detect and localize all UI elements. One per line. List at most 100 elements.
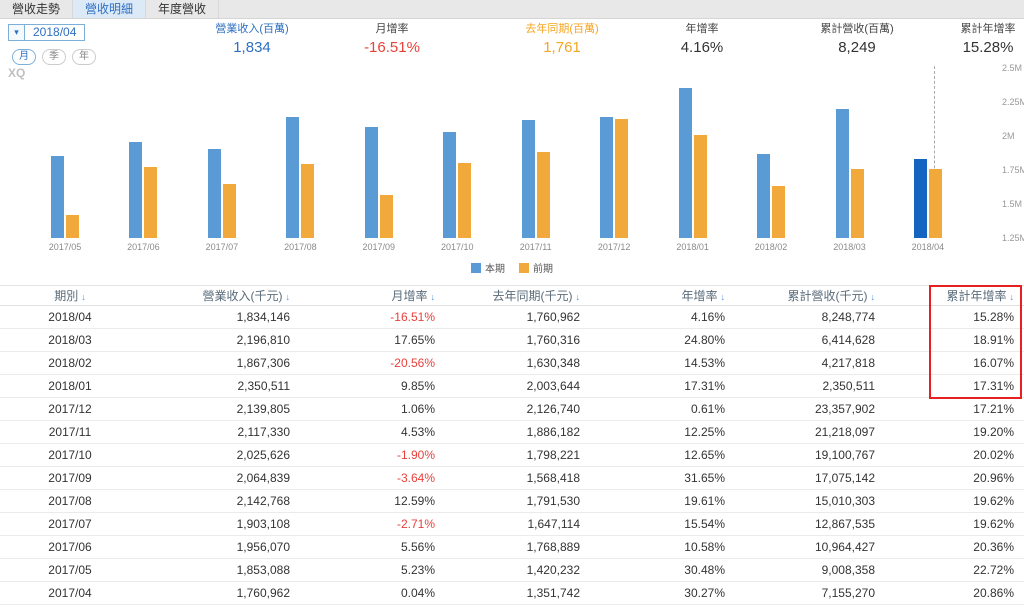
stat-last-year-label: 去年同期(百萬)	[525, 23, 599, 35]
table-cell: 18.91%	[885, 328, 1024, 352]
table-row[interactable]: 2017/11 2,117,330 4.53% 1,886,182 12.25% 21,2…	[0, 420, 1024, 444]
chart-bar[interactable]	[693, 135, 707, 238]
table-cell: 8,248,774	[735, 305, 885, 329]
column-header[interactable]: 期別 ↓	[0, 285, 140, 306]
tab-revenue-detail[interactable]: 營收明細	[73, 0, 147, 18]
table-cell: 19,100,767	[735, 443, 885, 467]
chart-bar[interactable]	[536, 151, 550, 238]
chart-bar[interactable]	[757, 154, 771, 238]
table-cell: 2017/07	[0, 512, 140, 536]
sort-icon[interactable]: ↓	[81, 292, 86, 302]
table-cell: 24.80%	[590, 328, 735, 352]
table-row[interactable]: 2017/04 1,760,962 0.04% 1,351,742 30.27% 7,15…	[0, 581, 1024, 605]
chart-bar[interactable]	[222, 184, 236, 238]
legend-label: 本期	[485, 264, 505, 275]
column-header[interactable]: 年增率 ↓	[590, 285, 735, 306]
legend-swatch	[471, 262, 481, 273]
table-row[interactable]: 2017/12 2,139,805 1.06% 2,126,740 0.61% 23,35…	[0, 397, 1024, 421]
current-period-dashed-line	[934, 66, 935, 238]
table-cell: 12,867,535	[735, 512, 885, 536]
table-row[interactable]: 2017/08 2,142,768 12.59% 1,791,530 19.61% 15,…	[0, 489, 1024, 513]
period-dropdown-value: 2018/04	[33, 25, 77, 39]
stat-last-year-same-period: 去年同期(百萬) 1,761	[482, 20, 642, 56]
table-cell: 2018/01	[0, 374, 140, 398]
table-cell: 17.31%	[590, 374, 735, 398]
table-cell: 1,886,182	[445, 420, 590, 444]
x-axis-label: 2017/09	[362, 242, 396, 252]
column-header[interactable]: 累計年增率 ↓	[885, 285, 1024, 306]
table-cell: 1,568,418	[445, 466, 590, 490]
table-cell: 7,155,270	[735, 581, 885, 605]
column-header[interactable]: 累計營收(千元) ↓	[735, 285, 885, 306]
sort-icon[interactable]: ↓	[430, 292, 436, 302]
sort-icon[interactable]: ↓	[285, 292, 291, 302]
tab-annual-revenue[interactable]: 年度營收	[146, 0, 220, 18]
table-cell: 1,867,306	[140, 351, 300, 375]
chart-bar[interactable]	[379, 194, 393, 238]
chart-bar[interactable]	[364, 127, 378, 238]
table-cell: 1,903,108	[140, 512, 300, 536]
table-row[interactable]: 2018/03 2,196,810 17.65% 1,760,316 24.80% 6,4…	[0, 328, 1024, 352]
table-row[interactable]: 2017/06 1,956,070 5.56% 1,768,889 10.58% 10,9…	[0, 535, 1024, 559]
table-cell: 5.23%	[300, 558, 445, 582]
chart-bar[interactable]	[850, 168, 864, 238]
period-dropdown[interactable]: ▾ 2018/04	[8, 24, 86, 41]
chart-bar[interactable]	[144, 167, 158, 238]
stat-cumulative-revenue: 累計營收(百萬) 8,249	[777, 20, 937, 56]
table-cell: 6,414,628	[735, 328, 885, 352]
chart-bar[interactable]	[51, 155, 64, 238]
stat-revenue-label: 營業收入(百萬)	[215, 23, 289, 35]
table-cell: 0.04%	[300, 581, 445, 605]
chart-bar[interactable]	[286, 116, 300, 238]
chart-bar[interactable]	[129, 141, 143, 238]
stat-cumulative-revenue-value: 8,249	[838, 39, 876, 56]
table-row[interactable]: 2017/09 2,064,839 -3.64% 1,568,418 31.65% 17,…	[0, 466, 1024, 490]
column-header-label: 累計年增率	[946, 289, 1007, 303]
table-cell: 2018/03	[0, 328, 140, 352]
chart-bar[interactable]	[913, 158, 927, 238]
legend-item[interactable]: 前期	[519, 260, 553, 275]
table-cell: 17,075,142	[735, 466, 885, 490]
table-cell: 2,064,839	[140, 466, 300, 490]
sort-icon[interactable]: ↓	[575, 292, 581, 302]
table-row[interactable]: 2017/05 1,853,088 5.23% 1,420,232 30.48% 9,00…	[0, 558, 1024, 582]
table-cell: 1,791,530	[445, 489, 590, 513]
table-cell: 12.65%	[590, 443, 735, 467]
table-row[interactable]: 2017/10 2,025,626 -1.90% 1,798,221 12.65% 19,…	[0, 443, 1024, 467]
table-cell: 1,853,088	[140, 558, 300, 582]
chart-bar[interactable]	[521, 120, 535, 238]
chart-bar[interactable]	[207, 149, 221, 238]
chart-bar[interactable]	[835, 109, 849, 238]
chart-bar[interactable]	[600, 116, 614, 238]
chevron-down-icon[interactable]: ▾	[9, 25, 25, 40]
granularity-quarter-button[interactable]: 季	[42, 49, 66, 65]
table-row[interactable]: 2018/04 1,834,146 -16.51% 1,760,962 4.16% 8,2…	[0, 305, 1024, 329]
column-header[interactable]: 去年同期(千元) ↓	[445, 285, 590, 306]
chart-bar[interactable]	[301, 164, 315, 238]
chart-bar[interactable]	[928, 168, 942, 238]
table-row[interactable]: 2018/02 1,867,306 -20.56% 1,630,348 14.53% 4,…	[0, 351, 1024, 375]
chart-bar[interactable]	[615, 118, 629, 238]
column-header[interactable]: 營業收入(千元) ↓	[140, 285, 300, 306]
chart-bar[interactable]	[66, 214, 79, 238]
stat-revenue-value: 1,834	[233, 39, 271, 56]
table-row[interactable]: 2017/07 1,903,108 -2.71% 1,647,114 15.54% 12,…	[0, 512, 1024, 536]
column-header[interactable]: 月增率 ↓	[300, 285, 445, 306]
granularity-month-button[interactable]: 月	[12, 49, 36, 65]
table-row[interactable]: 2018/01 2,350,511 9.85% 2,003,644 17.31% 2,35…	[0, 374, 1024, 398]
chart-bar[interactable]	[678, 88, 692, 238]
chart-bar[interactable]	[458, 163, 472, 238]
sort-icon[interactable]: ↓	[1009, 292, 1015, 302]
granularity-year-button[interactable]: 年	[72, 49, 96, 65]
table-cell: -3.64%	[300, 466, 445, 490]
legend-item[interactable]: 本期	[471, 260, 505, 275]
table-cell: -16.51%	[300, 305, 445, 329]
chart-legend: 本期 前期	[0, 260, 1024, 275]
chart-bar[interactable]	[443, 132, 457, 238]
tab-revenue-trend[interactable]: 營收走勢	[0, 0, 74, 18]
sort-icon[interactable]: ↓	[720, 292, 726, 302]
sort-icon[interactable]: ↓	[870, 292, 876, 302]
table-cell: 2018/04	[0, 305, 140, 329]
column-header-label: 營業收入(千元)	[202, 289, 283, 303]
chart-bar[interactable]	[772, 186, 786, 238]
